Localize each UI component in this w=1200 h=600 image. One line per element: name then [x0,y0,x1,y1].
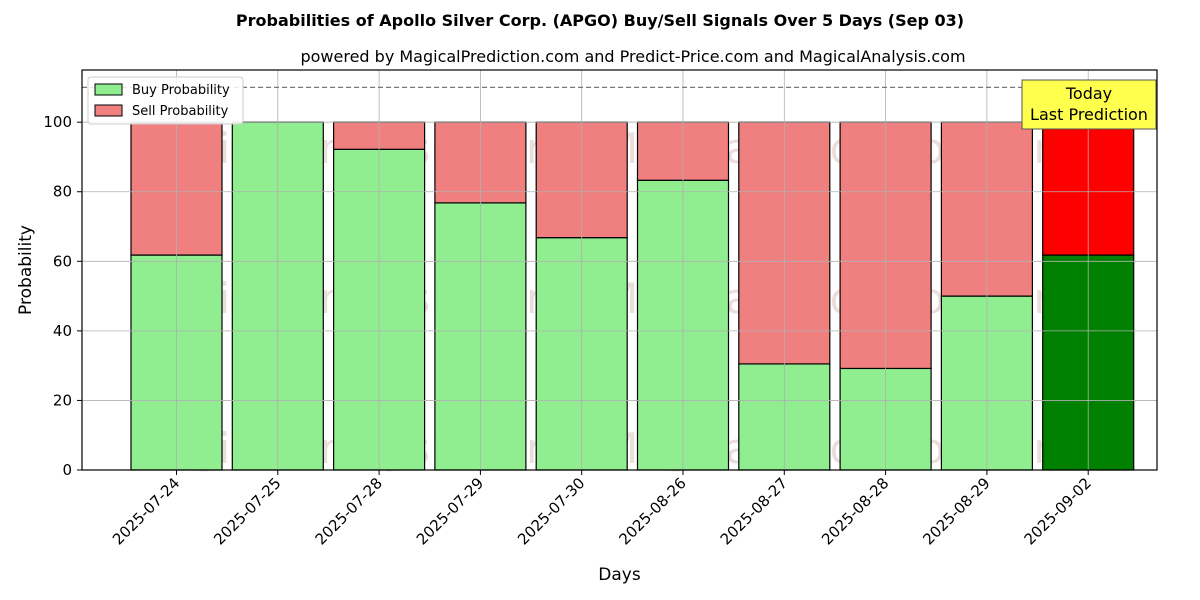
y-tick-label: 40 [53,322,72,340]
legend-swatch [94,104,123,117]
x-tick-label: 2025-08-28 [818,474,892,548]
x-tick-label: 2025-08-26 [615,474,689,548]
plot-area: MagicalAnalysis.comMagicalPrediction.com… [16,69,1158,585]
x-tick-label: 2025-07-25 [210,474,284,548]
y-tick-label: 100 [43,113,72,131]
annotation: Today Last Prediction [1021,79,1157,130]
legend-label: Buy Probability [132,83,230,98]
x-axis-label: Days [598,565,641,585]
x-tick-label: 2025-09-02 [1021,474,1095,548]
x-tick-label: 2025-08-29 [919,474,993,548]
y-tick-label: 60 [53,252,72,270]
plot-frame [81,69,1158,471]
annotation-line2: Last Prediction [1030,105,1148,124]
x-tick-label: 2025-07-24 [109,474,183,548]
legend: Buy Probability Sell Probability [87,76,244,125]
legend-box [87,76,244,125]
annotation-box [1021,79,1157,130]
y-axis-label: Probability [16,225,36,315]
y-tick-label: 0 [62,461,72,479]
x-tick-label: 2025-07-29 [413,474,487,548]
chart-subtitle: powered by MagicalPrediction.com and Pre… [300,47,965,66]
y-tick-label: 20 [53,391,72,409]
chart-title: Probabilities of Apollo Silver Corp. (AP… [236,11,964,30]
y-tick-label: 80 [53,183,72,201]
legend-label: Sell Probability [132,104,229,119]
x-tick-label: 2025-08-27 [717,474,791,548]
x-tick-label: 2025-07-30 [514,474,588,548]
annotation-line1: Today [1065,84,1112,103]
x-tick-label: 2025-07-28 [312,474,386,548]
legend-swatch [94,83,123,96]
